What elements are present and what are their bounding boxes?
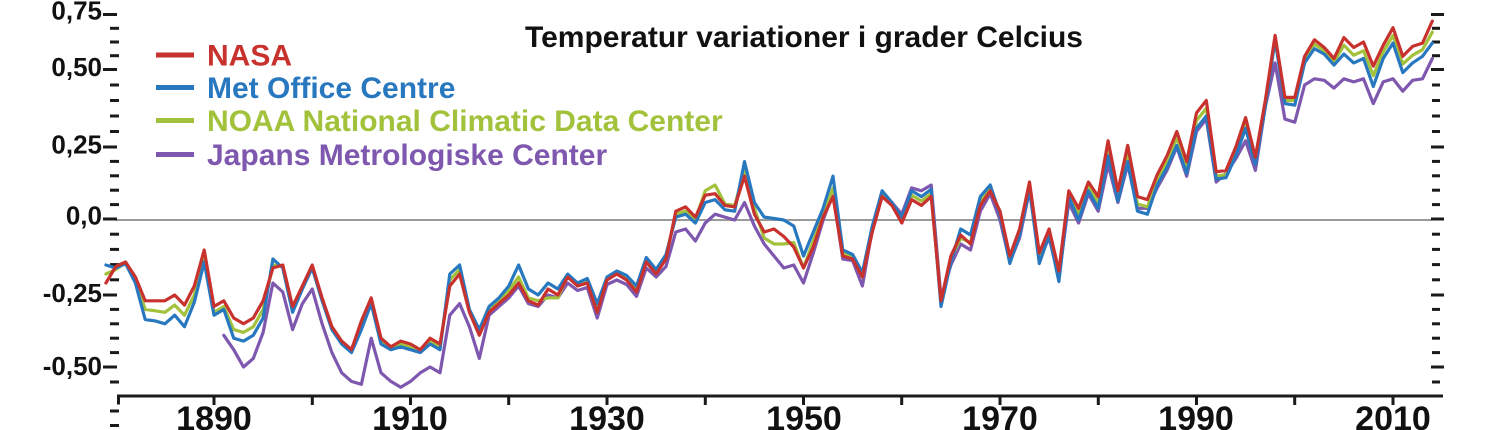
svg-text:NASA: NASA (207, 40, 292, 73)
svg-text:1910: 1910 (372, 400, 448, 430)
svg-text:0,50: 0,50 (51, 52, 102, 82)
svg-text:1990: 1990 (1158, 400, 1234, 430)
svg-text:1890: 1890 (176, 400, 252, 430)
svg-text:Met Office Centre: Met Office Centre (207, 72, 455, 105)
svg-text:Temperatur variationer i grade: Temperatur variationer i grader Celcius (525, 21, 1083, 54)
svg-text:1930: 1930 (569, 400, 645, 430)
svg-text:1950: 1950 (766, 400, 842, 430)
svg-text:0,0: 0,0 (66, 201, 102, 231)
svg-text:-0,50: -0,50 (43, 351, 102, 381)
svg-text:2010: 2010 (1355, 400, 1431, 430)
svg-text:Japans Metrologiske Center: Japans Metrologiske Center (207, 139, 607, 172)
svg-text:0,75: 0,75 (51, 0, 102, 26)
svg-text:1970: 1970 (962, 400, 1038, 430)
svg-text:0,25: 0,25 (51, 130, 102, 160)
svg-text:NOAA National Climatic Data Ce: NOAA National Climatic Data Center (207, 105, 723, 138)
svg-text:-0,25: -0,25 (43, 278, 102, 308)
